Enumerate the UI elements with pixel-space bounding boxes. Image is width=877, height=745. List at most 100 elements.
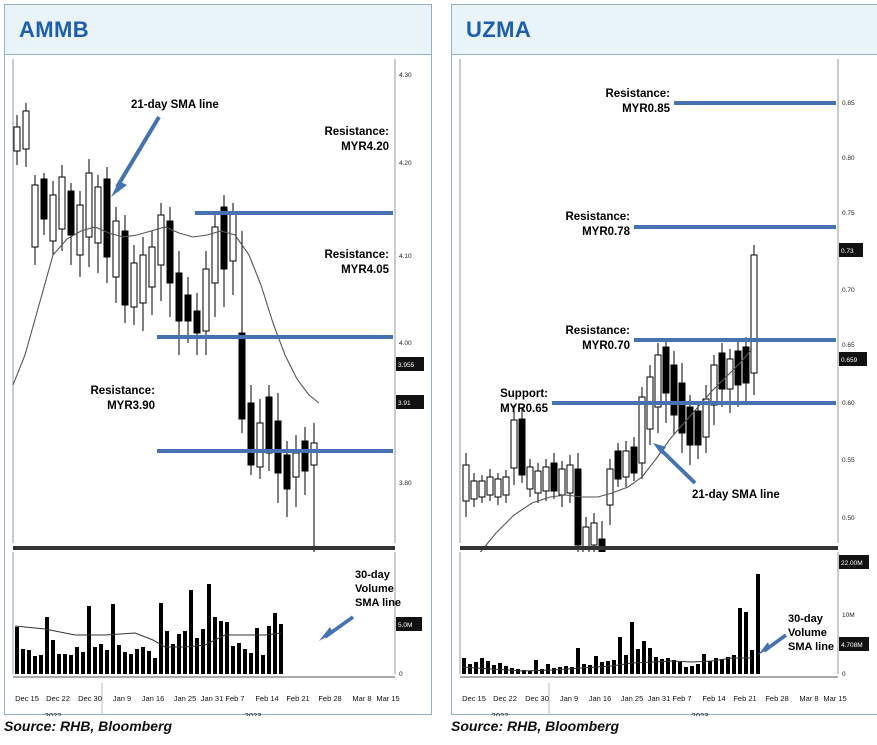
ammb-ytick-2: 4.10 [399,253,412,260]
uzma-xtick-6: Jan 31 [648,694,671,703]
volume-bar [225,622,229,674]
volume-bar [195,638,199,674]
candle [247,385,255,475]
candle [678,363,686,453]
candle [112,207,120,303]
uzma-ytick-2: 0.75 [842,210,855,217]
candle [750,245,758,395]
candle [274,393,282,503]
volume-bar [708,661,712,674]
ammb-ytick-1: 4.20 [399,160,412,167]
ammb-ytick-hl-bg-1 [396,395,424,409]
volume-bar [672,660,676,674]
uzma-vol-hl-bg-0 [839,555,869,569]
uzma-vol-hl-1: 4.708M [841,642,863,649]
volume-bar [666,658,670,674]
uzma-volume-bar-series [462,574,760,674]
ammb-ytick-0: 4.30 [399,72,412,79]
candle [22,103,30,167]
volume-bar [756,574,760,674]
volume-bar [660,659,664,674]
volume-bar [87,606,91,674]
volume-bar [684,667,688,674]
volume-bar [111,604,115,674]
volume-bar [69,655,73,674]
volume-bar [486,661,490,674]
volume-bar [207,584,211,674]
ammb-resistance-420-annotation-line2: MYR4.20 [341,141,389,153]
volume-bar [738,608,742,674]
candle [470,473,478,507]
ammb-xtick-10: Feb 28 [318,694,341,703]
volume-bar [177,634,181,674]
ammb-sma21-annotation-text: 21-day SMA line [131,99,219,111]
ammb-xtick-0: Dec 15 [15,694,39,703]
uzma-resistance-085-annotation-line1: Resistance: [605,88,670,100]
volume-bar [189,590,193,674]
volume-bar [213,617,217,674]
volume-bar [135,649,139,674]
candle [238,231,246,433]
uzma-xtick-4: Jan 16 [589,694,612,703]
candle [606,459,614,525]
volume-bar [201,629,205,674]
volume-bar [21,649,25,674]
uzma-ytick-hl-bg-0 [839,243,863,257]
candle [694,403,702,459]
uzma-xtick-8: Feb 14 [702,694,725,703]
volume-bar [726,657,730,674]
volume-bar [582,664,586,674]
candle [301,427,309,495]
volume-bar [33,656,37,674]
uzma-vol-hl-0: 22.00M [841,560,863,567]
uzma-resistance-070-annotation-line2: MYR0.70 [582,340,630,352]
volume-bar [570,667,574,674]
volume-bar [462,658,466,674]
ammb-sma21-line [12,226,320,404]
ammb-xtick-3: Jan 9 [113,694,131,703]
volume-bar [219,621,223,674]
volume-bar [39,655,43,674]
volume-bar [750,650,754,674]
page-title-uzma: UZMA [466,17,532,42]
uzma-ytick-hl-1: 0.659 [841,357,858,364]
candle [702,385,710,453]
uzma-ytick-6: 0.55 [842,457,855,464]
ammb-ytick-4: 3.80 [399,480,412,487]
uzma-year-0: 2022 [492,711,509,716]
ammb-xtick-5: Jan 25 [174,694,197,703]
candle [148,231,156,315]
ammb-candlestick-series [13,103,318,575]
volume-bar [117,645,121,674]
volume-bar [105,650,109,674]
uzma-xtick-12: Mar 15 [823,694,846,703]
uzma-vol-hl-bg-1 [839,637,869,651]
volume-bar [165,631,169,674]
volume-bar [243,649,247,674]
chart-area-uzma: Resistance: MYR0.85 Resistance: MYR0.78 … [452,55,877,716]
volume-bar [99,644,103,674]
ammb-vol-tick-0: 0 [399,671,403,678]
volume-bar [15,627,19,674]
uzma-price-plot-bg [460,59,838,543]
volume-bar [600,662,604,674]
volume-bar [516,669,520,674]
ammb-volume-sma-annotation-line3: SMA line [355,597,401,609]
ammb-xtick-4: Jan 16 [142,694,165,703]
ammb-year-labels: 2022 2023 [45,711,262,716]
volume-bar [279,624,283,674]
candle [193,293,201,355]
chart-panel-ammb: AMMB [4,4,432,716]
volume-bar [678,662,682,674]
volume-bar [714,658,718,674]
volume-bar [153,658,157,674]
candle [574,453,582,563]
uzma-vol-tick-1: 0 [842,671,846,678]
uzma-sma21-annotation-text: 21-day SMA line [692,489,780,501]
ammb-xtick-12: Mar 15 [376,694,399,703]
ammb-volume-axis-labels: 5.0M 0 [396,617,422,678]
ammb-xtick-6: Jan 31 [201,694,224,703]
volume-bar [159,603,163,674]
volume-bar [744,612,748,674]
uzma-ytick-4: 0.65 [842,342,855,349]
